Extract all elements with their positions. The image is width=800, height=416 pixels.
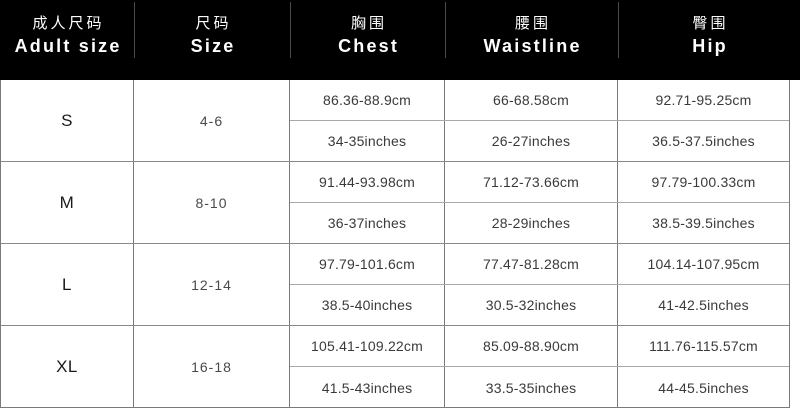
table-body: S 4-6 86.36-88.9cm 66-68.58cm 92.71-95.2…: [0, 80, 790, 408]
cell-waist-cm: 66-68.58cm: [445, 80, 618, 120]
table-row: XL 16-18 105.41-109.22cm 85.09-88.90cm 1…: [1, 326, 789, 408]
column-header-adult-size-cn: 成人尺码: [32, 15, 105, 32]
cell-chest-inches: 38.5-40inches: [290, 284, 445, 325]
table-row: S 4-6 86.36-88.9cm 66-68.58cm 92.71-95.2…: [1, 80, 789, 162]
cell-size-letter: L: [1, 244, 134, 325]
column-header-hip: 臀围 Hip: [618, 0, 800, 80]
column-header-waistline: 腰围 Waistline: [445, 0, 618, 80]
cell-chest-cm: 91.44-93.98cm: [290, 162, 445, 202]
cell-hip-cm: 97.79-100.33cm: [651, 173, 756, 190]
column-header-adult-size: 成人尺码 Adult size: [0, 0, 134, 80]
cell-size-numeric: 4-6: [134, 80, 290, 161]
column-header-hip-cn: 臀围: [692, 15, 729, 32]
column-header-chest-cn: 胸围: [350, 15, 387, 32]
measurement-line-cm: 97.79-101.6cm 77.47-81.28cm 104.14-107.9…: [290, 244, 789, 285]
cell-size-numeric: 16-18: [134, 326, 290, 408]
column-header-size-cn: 尺码: [195, 15, 232, 32]
cell-hip-inches: 41-42.5inches: [658, 296, 749, 313]
table-header-row: 成人尺码 Adult size 尺码 Size 胸围 Chest 腰围 Wais…: [0, 0, 800, 80]
cell-hip-cm: 104.14-107.95cm: [647, 255, 760, 272]
measurement-line-inches: 36-37inches 28-29inches 38.5-39.5inches: [290, 202, 789, 243]
cell-waist-cm: 71.12-73.66cm: [445, 162, 618, 202]
column-header-size: 尺码 Size: [134, 0, 290, 80]
cell-size-letter: M: [1, 162, 134, 243]
measurement-group: 91.44-93.98cm 71.12-73.66cm 97.79-100.33…: [290, 162, 789, 243]
cell-waist-inches: 30.5-32inches: [445, 284, 618, 325]
cell-hip-cm: 92.71-95.25cm: [655, 91, 752, 108]
cell-hip-cm: 111.76-115.57cm: [649, 338, 758, 354]
cell-waist-inches: 26-27inches: [445, 120, 618, 161]
cell-waist-cm: 77.47-81.28cm: [445, 244, 618, 284]
cell-chest-inches: 36-37inches: [290, 202, 445, 243]
measurement-group: 97.79-101.6cm 77.47-81.28cm 104.14-107.9…: [290, 244, 789, 325]
cell-size-numeric: 8-10: [134, 162, 290, 243]
cell-chest-cm: 86.36-88.9cm: [290, 80, 445, 120]
cell-waist-inches: 33.5-35inches: [445, 367, 618, 408]
measurement-group: 86.36-88.9cm 66-68.58cm 92.71-95.25cm 34…: [290, 80, 789, 161]
cell-size-numeric: 12-14: [134, 244, 290, 325]
cell-hip-inches: 36.5-37.5inches: [652, 132, 755, 149]
column-header-hip-en: Hip: [692, 36, 728, 56]
column-header-waistline-en: Waistline: [483, 36, 582, 56]
measurement-line-inches: 38.5-40inches 30.5-32inches 41-42.5inche…: [290, 284, 789, 325]
cell-waist-inches: 28-29inches: [445, 202, 618, 243]
column-header-size-en: Size: [190, 36, 236, 56]
table-row: L 12-14 97.79-101.6cm 77.47-81.28cm 104.…: [1, 244, 789, 326]
table-row: M 8-10 91.44-93.98cm 71.12-73.66cm 97.79…: [1, 162, 789, 244]
cell-hip-inches: 38.5-39.5inches: [652, 214, 755, 231]
column-header-chest-en: Chest: [338, 36, 400, 56]
cell-chest-inches: 41.5-43inches: [290, 367, 445, 408]
column-header-chest: 胸围 Chest: [290, 0, 445, 80]
column-header-adult-size-en: Adult size: [14, 36, 122, 56]
cell-chest-cm: 105.41-109.22cm: [290, 326, 445, 366]
measurement-line-inches: 41.5-43inches 33.5-35inches 44-45.5inche…: [290, 367, 789, 408]
measurement-line-cm: 86.36-88.9cm 66-68.58cm 92.71-95.25cm: [290, 80, 789, 121]
cell-size-letter: XL: [1, 326, 134, 408]
measurement-group: 105.41-109.22cm 85.09-88.90cm 111.76-115…: [290, 326, 789, 408]
measurement-line-cm: 105.41-109.22cm 85.09-88.90cm 111.76-115…: [290, 326, 789, 367]
measurement-line-cm: 91.44-93.98cm 71.12-73.66cm 97.79-100.33…: [290, 162, 789, 203]
cell-chest-inches: 34-35inches: [290, 120, 445, 161]
cell-size-letter: S: [1, 80, 134, 161]
cell-hip-inches: 44-45.5inches: [658, 379, 749, 396]
cell-chest-cm: 97.79-101.6cm: [290, 244, 445, 284]
cell-waist-cm: 85.09-88.90cm: [445, 326, 618, 366]
column-header-waistline-cn: 腰围: [514, 15, 551, 32]
measurement-line-inches: 34-35inches 26-27inches 36.5-37.5inches: [290, 120, 789, 161]
